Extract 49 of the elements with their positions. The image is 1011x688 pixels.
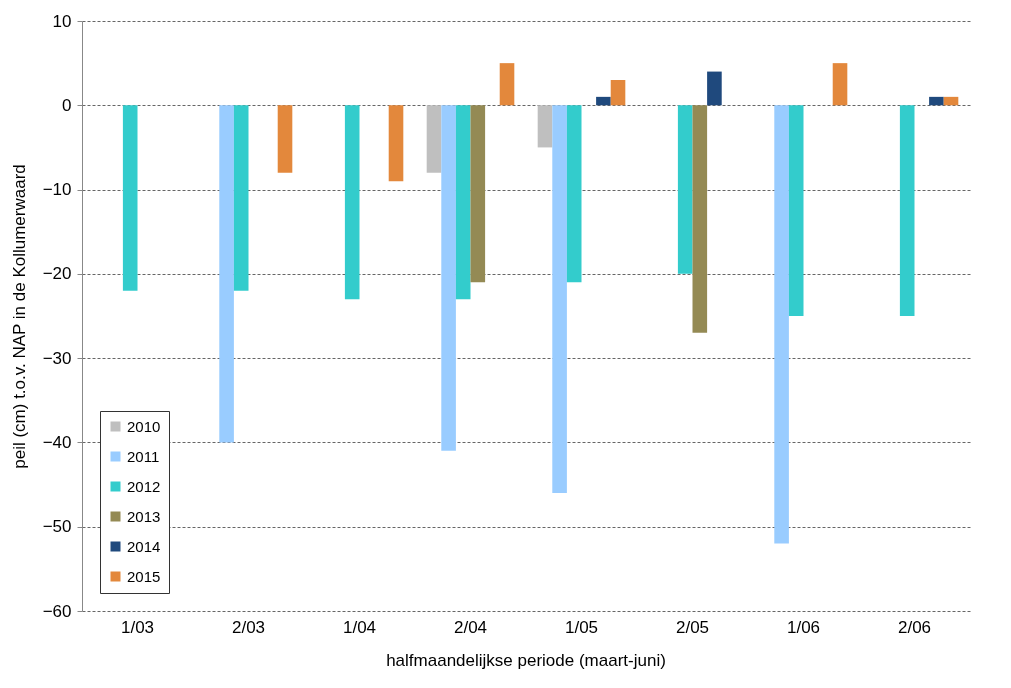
x-axis-title: halfmaandelijkse periode (maart-juni) (386, 651, 666, 670)
bar (537, 105, 553, 148)
bar (929, 96, 944, 106)
bar (774, 105, 789, 544)
legend-label: 2011 (127, 447, 160, 465)
x-tick-label: 1/03 (120, 617, 155, 637)
legend-label: 2015 (127, 567, 161, 585)
bar (832, 63, 848, 106)
x-tick-label: 1/05 (564, 617, 599, 637)
x-tick-label: 2/04 (453, 617, 488, 637)
y-tick-label: −60 (42, 601, 72, 621)
bar (596, 96, 611, 106)
legend-label: 2012 (127, 477, 161, 495)
y-tick-label: −50 (42, 517, 72, 537)
bar (122, 105, 138, 291)
bar (610, 80, 626, 106)
bar (219, 105, 234, 443)
y-tick-label: −30 (42, 348, 72, 368)
x-tick-label: 2/03 (231, 617, 266, 637)
y-tick-label: 0 (62, 95, 72, 115)
bar (566, 105, 582, 283)
legend-label: 2010 (127, 417, 161, 435)
x-tick-label: 2/06 (897, 617, 932, 637)
bar (499, 63, 515, 106)
bar (692, 105, 708, 333)
bar (943, 96, 959, 106)
y-axis-title: peil (cm) t.o.v. NAP in de Kollumerwaard (9, 164, 29, 469)
bar (441, 105, 456, 451)
bar (677, 105, 693, 274)
x-tick-label: 1/04 (342, 617, 377, 637)
bar (899, 105, 915, 316)
bar (788, 105, 804, 316)
bar (552, 105, 567, 493)
bar (233, 105, 249, 291)
bar (277, 105, 293, 173)
y-tick-label: −20 (42, 264, 72, 284)
x-tick-label: 2/05 (675, 617, 710, 637)
bar (707, 71, 722, 106)
y-tick-label: 10 (52, 11, 72, 31)
bar (455, 105, 471, 300)
y-tick-label: −40 (42, 432, 72, 452)
legend-label: 2013 (127, 507, 161, 525)
y-tick-label: −10 (42, 180, 72, 200)
bar (426, 105, 442, 173)
bar (470, 105, 486, 283)
legend-label: 2014 (127, 537, 161, 555)
x-tick-label: 1/06 (786, 617, 821, 637)
bar (344, 105, 360, 300)
bar (388, 105, 404, 182)
